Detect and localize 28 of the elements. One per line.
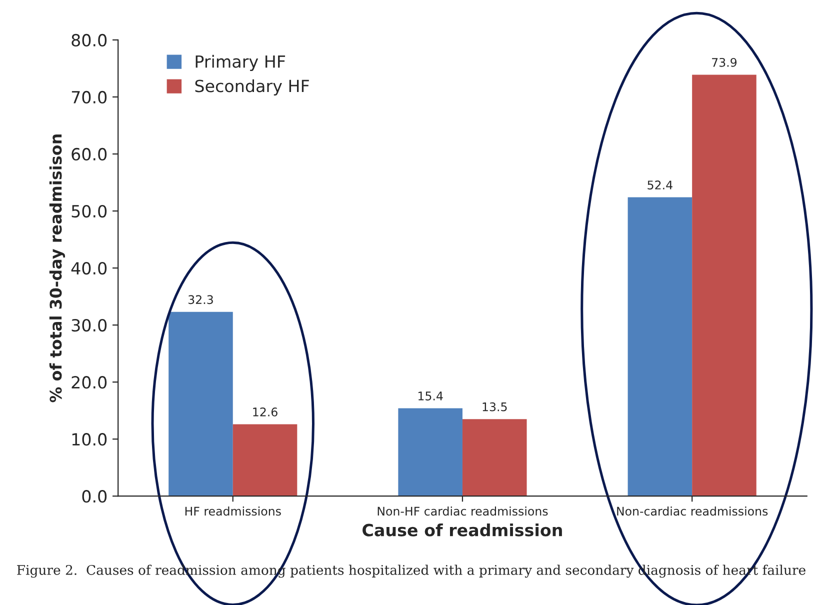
x-tick-label: HF readmissions: [185, 506, 281, 516]
bar: [168, 312, 233, 496]
x-tick-label: Non-cardiac readmissions: [617, 506, 768, 516]
y-tick-label: 0.0: [82, 490, 107, 503]
data-label: 32.3: [188, 295, 213, 304]
data-label: 13.5: [482, 402, 507, 412]
x-tick-label: Non-HF cardiac readmissions: [378, 506, 548, 516]
x-axis-title: Cause of readmission: [362, 524, 562, 536]
y-tick-label: 60.0: [72, 148, 107, 161]
bar: [462, 419, 527, 496]
y-tick-label: 80.0: [72, 34, 107, 46]
y-tick-label: 10.0: [72, 433, 107, 446]
data-label: 15.4: [418, 392, 443, 400]
data-label: 12.6: [253, 407, 278, 416]
y-tick-label: 50.0: [72, 204, 107, 218]
data-label: 73.9: [712, 58, 737, 67]
bar: [628, 197, 692, 496]
y-axis-title: % of total 30-day readmisison: [49, 134, 65, 402]
legend-label: Secondary HF: [195, 79, 309, 96]
legend-label: Primary HF: [196, 54, 286, 72]
y-tick-label: 40.0: [71, 262, 107, 275]
y-tick-label: 70.0: [72, 90, 107, 104]
data-label: 52.4: [648, 180, 672, 190]
y-tick-label: 30.0: [72, 319, 107, 332]
bar: [398, 408, 462, 496]
bar: [692, 74, 756, 496]
y-tick-label: 20.0: [72, 376, 107, 389]
bar: [232, 424, 298, 496]
